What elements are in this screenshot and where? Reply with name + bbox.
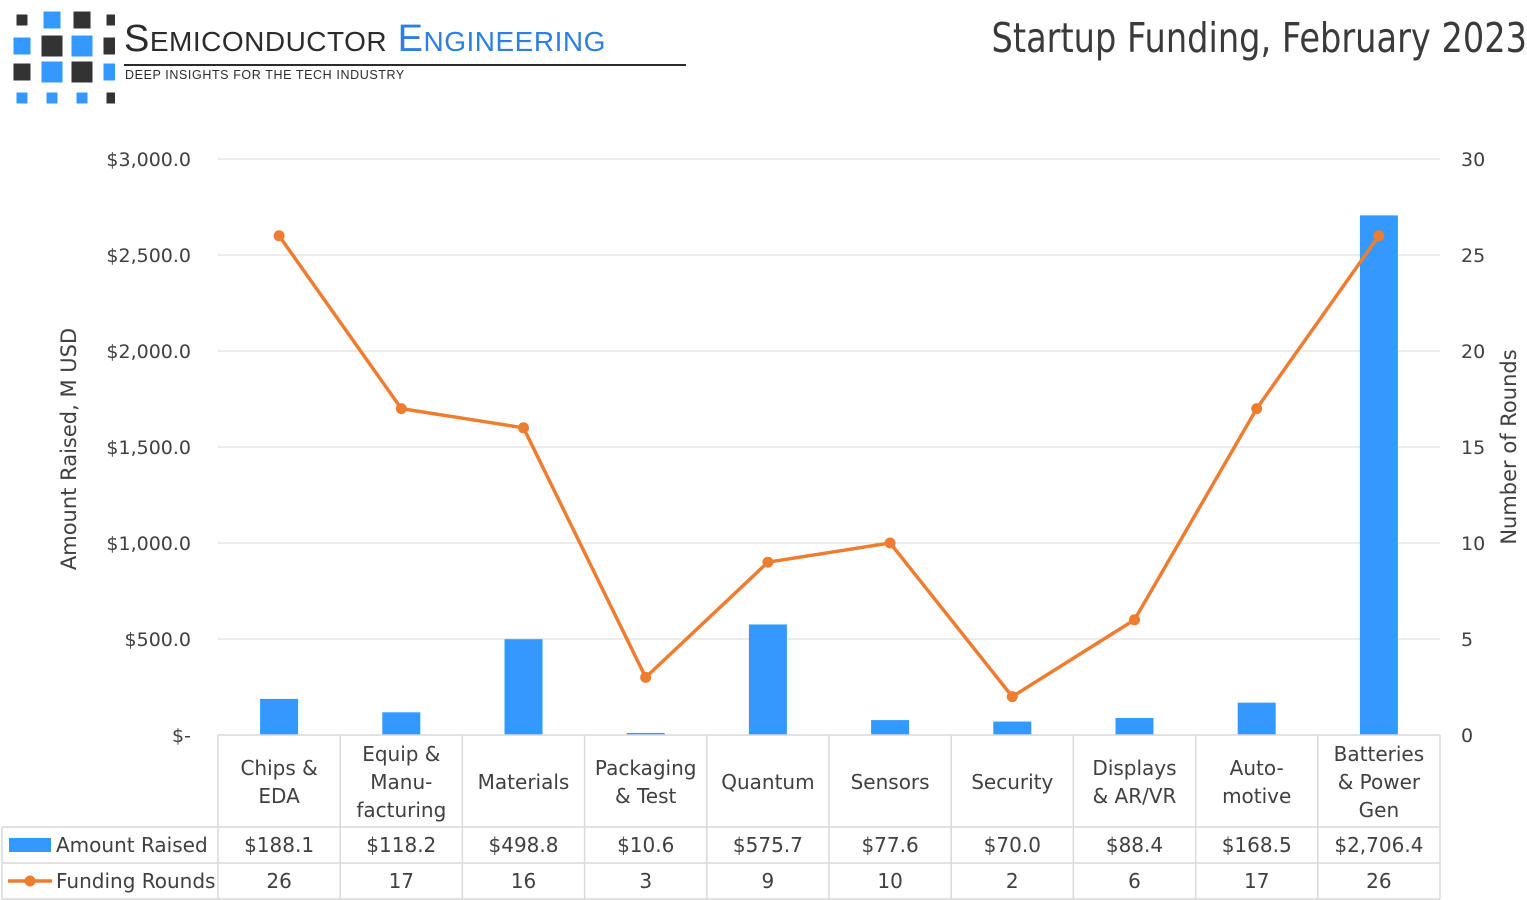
brand-divider — [124, 64, 686, 66]
y-tick-label: $1,500.0 — [106, 437, 191, 459]
x-tick-label: Packaging & Test — [595, 756, 697, 808]
logo-square — [73, 11, 91, 29]
point-funding-rounds — [640, 671, 652, 683]
bar-amount-raised — [1115, 718, 1154, 735]
x-tick-label: Sensors — [851, 770, 930, 794]
logo-squares-icon — [13, 11, 115, 104]
x-tick-label: Auto-motive — [1222, 756, 1291, 808]
logo-square — [103, 63, 115, 81]
table-cell-funding-rounds: 3 — [639, 869, 652, 893]
table-cell-funding-rounds: 6 — [1128, 869, 1141, 893]
table-cell-amount-raised: $70.0 — [984, 833, 1041, 857]
y2-tick-label: 15 — [1461, 437, 1485, 459]
chart-title: Startup Funding, February 2023 — [991, 14, 1527, 62]
y-tick-label: $2,000.0 — [106, 341, 191, 363]
table-cell-amount-raised: $188.1 — [244, 833, 314, 857]
table-cell-funding-rounds: 16 — [511, 869, 536, 893]
legend-key-amount-raised — [9, 838, 51, 852]
table-cell-funding-rounds: 2 — [1006, 869, 1019, 893]
logo: SEMICONDUCTOR ENGINEERING DEEP INSIGHTS … — [0, 0, 700, 110]
y-tick-label: $2,500.0 — [106, 245, 191, 267]
x-tick-label: Security — [971, 770, 1053, 794]
logo-square — [43, 11, 61, 29]
brand-name: SEMICONDUCTOR ENGINEERING — [124, 18, 606, 61]
y2-tick-label: 20 — [1461, 341, 1485, 363]
x-tick-label: Batteries & Power Gen — [1334, 742, 1424, 822]
table-cell-funding-rounds: 17 — [389, 869, 414, 893]
table-cell-funding-rounds: 10 — [877, 869, 902, 893]
brand-tagline: DEEP INSIGHTS FOR THE TECH INDUSTRY — [125, 68, 405, 82]
y-tick-label: $1,000.0 — [106, 533, 191, 555]
line-funding-rounds — [277, 234, 1381, 699]
logo-square — [106, 14, 115, 26]
point-funding-rounds — [273, 230, 285, 242]
point-funding-rounds — [762, 556, 774, 568]
y-tick-label: $- — [172, 725, 191, 747]
bar-amount-raised — [993, 721, 1032, 735]
table-cell-funding-rounds: 9 — [762, 869, 775, 893]
y2-axis-title: Number of Rounds — [1497, 349, 1521, 544]
y2-tick-label: 5 — [1461, 629, 1473, 651]
point-funding-rounds — [884, 537, 896, 549]
bar-amount-raised — [1359, 215, 1398, 735]
legend-label-amount-raised: Amount Raised — [56, 833, 208, 857]
point-funding-rounds — [1129, 614, 1140, 626]
table-cell-amount-raised: $575.7 — [733, 833, 803, 857]
logo-square — [13, 37, 31, 55]
point-funding-rounds — [1373, 230, 1385, 242]
brand-name-part2: ENGINEERING — [397, 18, 606, 60]
table-cell-funding-rounds: 26 — [1366, 869, 1391, 893]
x-tick-label: Quantum — [721, 770, 814, 794]
logo-square — [41, 35, 63, 57]
y2-tick-label: 25 — [1461, 245, 1485, 267]
point-funding-rounds — [518, 422, 529, 434]
logo-square — [71, 35, 93, 57]
y2-tick-label: 30 — [1461, 149, 1485, 171]
point-funding-rounds — [1251, 403, 1263, 415]
bar-amount-raised — [382, 712, 421, 735]
table-cell-funding-rounds: 26 — [266, 869, 291, 893]
bar-amount-raised — [504, 639, 543, 735]
legend-key-funding-rounds-marker — [24, 875, 36, 887]
y2-tick-label: 0 — [1461, 725, 1473, 747]
table-cell-funding-rounds: 17 — [1244, 869, 1269, 893]
bar-amount-raised — [1237, 702, 1276, 735]
logo-square — [76, 92, 88, 104]
table-cell-amount-raised: $77.6 — [861, 833, 918, 857]
data-table — [1, 734, 1441, 900]
bar-amount-raised — [748, 624, 787, 735]
table-cell-amount-raised: $498.8 — [489, 833, 559, 857]
y-tick-label: $3,000.0 — [106, 149, 191, 171]
table-cell-amount-raised: $88.4 — [1106, 833, 1163, 857]
logo-square — [13, 63, 31, 81]
table-cell-amount-raised: $168.5 — [1222, 833, 1292, 857]
bar-amount-raised — [260, 698, 299, 735]
point-funding-rounds — [1006, 691, 1018, 703]
gridlines — [218, 158, 1440, 736]
brand-name-part1: SEMICONDUCTOR — [124, 18, 388, 60]
logo-square — [106, 92, 115, 104]
x-tick-label: Materials — [478, 770, 570, 794]
legend-label-funding-rounds: Funding Rounds — [56, 869, 215, 893]
table-cell-amount-raised: $2,706.4 — [1334, 833, 1423, 857]
bar-amount-raised — [871, 720, 910, 735]
logo-square — [16, 92, 28, 104]
logo-square — [46, 92, 58, 104]
x-tick-label: Equip & Manu-facturing — [356, 742, 446, 822]
logo-square — [16, 14, 28, 26]
y-axis-title: Amount Raised, M USD — [57, 328, 81, 570]
bar-amount-raised — [626, 732, 665, 735]
table-cell-amount-raised: $10.6 — [617, 833, 674, 857]
logo-square — [41, 61, 63, 83]
logo-square — [103, 37, 115, 55]
y-tick-label: $500.0 — [125, 629, 191, 651]
logo-square — [71, 61, 93, 83]
x-tick-label: Chips & EDA — [240, 756, 317, 808]
point-funding-rounds — [395, 403, 407, 415]
y2-tick-label: 10 — [1461, 533, 1485, 555]
table-cell-amount-raised: $118.2 — [366, 833, 436, 857]
x-tick-label: Displays & AR/VR — [1092, 756, 1176, 808]
